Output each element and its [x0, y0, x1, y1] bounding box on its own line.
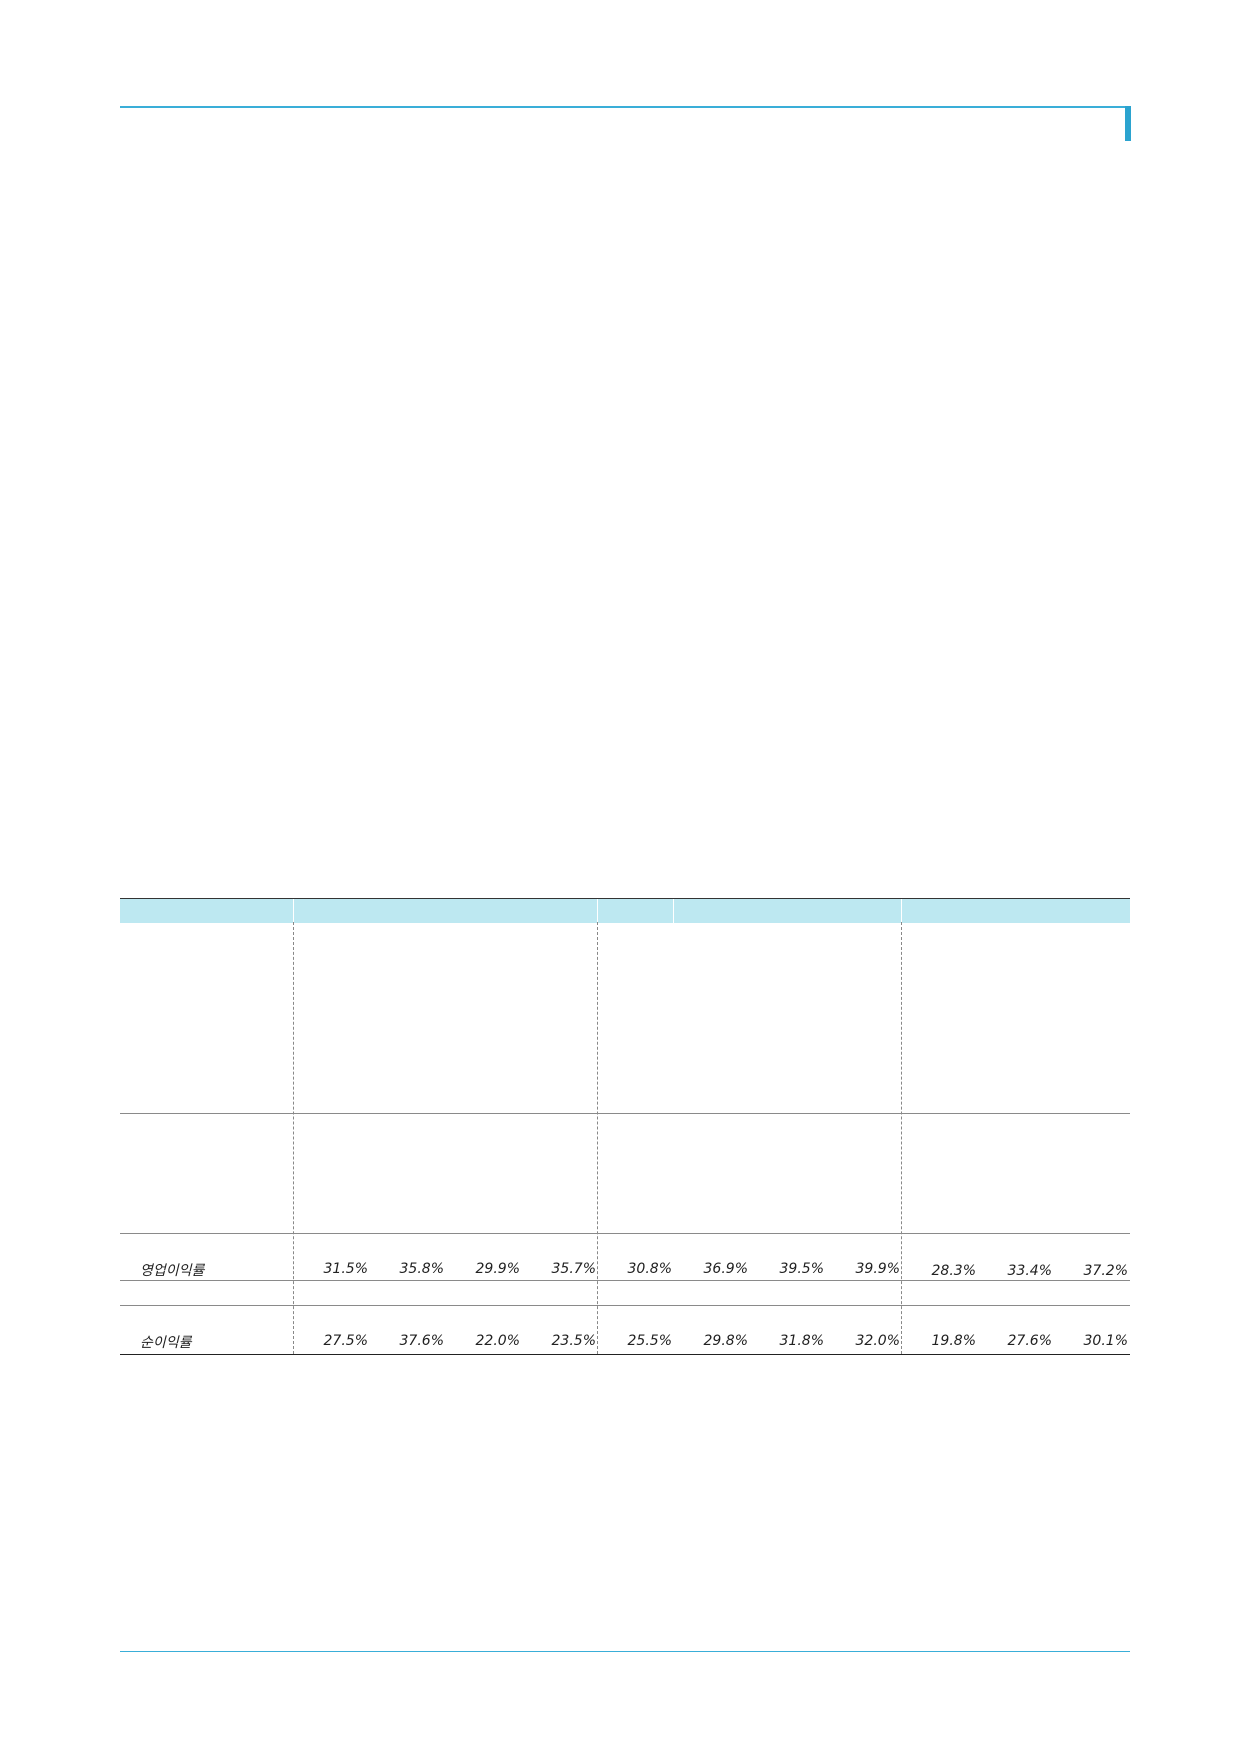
table-cell: 22.0% [475, 1333, 520, 1349]
row-divider [120, 1305, 1130, 1306]
table-bottom-rule [120, 1354, 1130, 1355]
table-cell: 37.6% [399, 1333, 444, 1349]
header-separator [597, 899, 598, 923]
table-cell: 35.8% [399, 1261, 444, 1277]
table-cell: 39.9% [855, 1261, 900, 1277]
row-divider [120, 1280, 1130, 1281]
table-cell: 29.9% [475, 1261, 520, 1277]
table-cell: 23.5% [551, 1333, 596, 1349]
table-cell: 33.4% [1007, 1263, 1052, 1279]
row-divider [120, 1233, 1130, 1234]
row-label-net-margin: 순이익률 [140, 1335, 192, 1351]
header-rule [120, 106, 1130, 108]
row-label-operating-margin: 영업이익률 [140, 1263, 205, 1279]
page-corner-tab [1125, 106, 1131, 141]
header-separator [901, 899, 902, 923]
table-cell: 25.5% [627, 1333, 672, 1349]
table-cell: 31.8% [779, 1333, 824, 1349]
table-cell: 31.5% [323, 1261, 368, 1277]
table-cell: 27.5% [323, 1333, 368, 1349]
table-cell: 19.8% [931, 1333, 976, 1349]
table-cell: 39.5% [779, 1261, 824, 1277]
header-separator [293, 899, 294, 923]
column-divider [293, 922, 294, 1354]
header-separator [673, 899, 674, 923]
financial-ratio-table: 영업이익률 31.5% 35.8% 29.9% 35.7% 30.8% 36.9… [120, 898, 1130, 1355]
footer-rule [120, 1651, 1130, 1652]
column-divider [597, 922, 598, 1354]
table-cell: 27.6% [1007, 1333, 1052, 1349]
table-cell: 37.2% [1083, 1263, 1128, 1279]
row-divider [120, 1113, 1130, 1114]
table-cell: 32.0% [855, 1333, 900, 1349]
table-cell: 28.3% [931, 1263, 976, 1279]
table-cell: 35.7% [551, 1261, 596, 1277]
table-cell: 29.8% [703, 1333, 748, 1349]
table-cell: 36.9% [703, 1261, 748, 1277]
table-header-band [120, 898, 1130, 923]
column-divider [901, 922, 902, 1354]
table-cell: 30.8% [627, 1261, 672, 1277]
table-cell: 30.1% [1083, 1333, 1128, 1349]
